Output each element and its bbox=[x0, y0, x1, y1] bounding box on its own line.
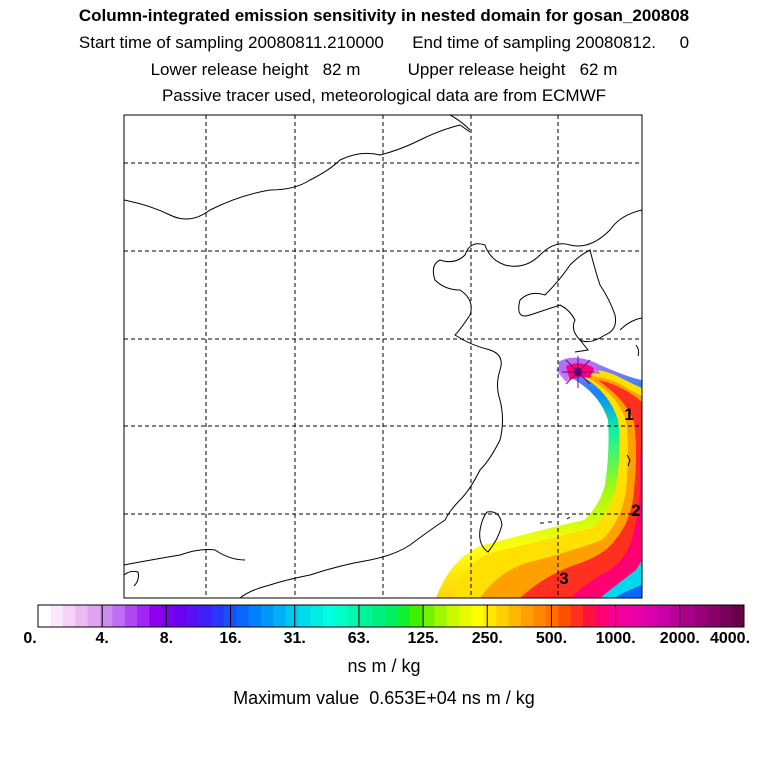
lat-lon-grid bbox=[124, 115, 642, 598]
colorbar-cell bbox=[657, 605, 671, 627]
colorbar-cell bbox=[174, 605, 188, 627]
colorbar-cell bbox=[248, 605, 262, 627]
colorbar-cell bbox=[409, 605, 423, 627]
colorbar-tick-label: 250. bbox=[471, 630, 503, 647]
colorbar-cell bbox=[360, 605, 373, 627]
release-height-line: Lower release height 82 m Upper release … bbox=[150, 60, 618, 79]
colorbar-tick-label: 125. bbox=[407, 630, 439, 647]
colorbar-cell bbox=[533, 605, 547, 627]
colorbar-cells bbox=[38, 605, 745, 627]
colorbar-cell bbox=[632, 605, 646, 627]
colorbar-cell bbox=[582, 605, 596, 627]
day-label-3: 3 bbox=[559, 569, 568, 588]
colorbar-cell bbox=[669, 605, 683, 627]
colorbar-cell bbox=[186, 605, 200, 627]
colorbar-cell bbox=[137, 605, 150, 627]
colorbar-cell bbox=[731, 605, 745, 627]
figure-title: Column-integrated emission sensitivity i… bbox=[78, 6, 690, 25]
colorbar-cell bbox=[99, 605, 113, 627]
release-site-marker bbox=[562, 356, 594, 388]
colorbar-cell bbox=[199, 605, 212, 627]
colorbar-cell bbox=[694, 605, 708, 627]
day-label-2: 2 bbox=[631, 501, 640, 520]
colorbar-cell bbox=[310, 605, 324, 627]
colorbar-cell bbox=[558, 605, 572, 627]
colorbar-units: ns m / kg bbox=[347, 656, 421, 676]
colorbar-tick-label: 31. bbox=[283, 630, 306, 647]
colorbar-cell bbox=[620, 605, 634, 627]
colorbar-cell bbox=[149, 605, 163, 627]
coastlines bbox=[124, 115, 642, 598]
maximum-value-label: Maximum value 0.653E+04 ns m / kg bbox=[233, 688, 535, 708]
colorbar-cell bbox=[273, 605, 287, 627]
colorbar-cell bbox=[508, 605, 522, 627]
colorbar bbox=[37, 604, 745, 628]
tracer-info-line: Passive tracer used, meteorological data… bbox=[161, 86, 607, 105]
colorbar-cell bbox=[434, 605, 448, 627]
colorbar-tick-label: 16. bbox=[219, 630, 242, 647]
colorbar-cell bbox=[397, 605, 411, 627]
colorbar-cell bbox=[682, 605, 695, 627]
colorbar-frame bbox=[37, 604, 745, 628]
colorbar-cell bbox=[607, 605, 621, 627]
colorbar-cell bbox=[384, 605, 398, 627]
colorbar-cell bbox=[285, 605, 299, 627]
colorbar-cell bbox=[570, 605, 584, 627]
colorbar-cell bbox=[75, 605, 89, 627]
colorbar-tick-label: 500. bbox=[535, 630, 568, 647]
colorbar-cell bbox=[471, 605, 485, 627]
sampling-time-line: Start time of sampling 20080811.210000 E… bbox=[78, 33, 690, 52]
colorbar-cell bbox=[335, 605, 349, 627]
colorbar-cell bbox=[322, 605, 336, 627]
colorbar-cell bbox=[38, 605, 51, 627]
colorbar-cell bbox=[496, 605, 510, 627]
colorbar-cell bbox=[545, 605, 559, 627]
day-label-1: 1 bbox=[624, 405, 633, 424]
colorbar-cell bbox=[483, 605, 497, 627]
colorbar-cell bbox=[421, 605, 435, 627]
colorbar-tick-label: 63. bbox=[347, 630, 371, 647]
colorbar-cell bbox=[459, 605, 473, 627]
colorbar-cell bbox=[50, 605, 64, 627]
colorbar-tick-label: 8. bbox=[159, 630, 174, 647]
colorbar-cell bbox=[260, 605, 274, 627]
colorbar-cell bbox=[124, 605, 138, 627]
colorbar-cell bbox=[595, 605, 609, 627]
colorbar-tick-label: 1000. bbox=[595, 630, 636, 647]
colorbar-cell bbox=[347, 605, 361, 627]
colorbar-cell bbox=[706, 605, 720, 627]
colorbar-cell bbox=[236, 605, 250, 627]
colorbar-cell bbox=[719, 605, 733, 627]
colorbar-cell bbox=[372, 605, 386, 627]
colorbar-cell bbox=[298, 605, 311, 627]
colorbar-cell bbox=[87, 605, 101, 627]
colorbar-cell bbox=[62, 605, 76, 627]
colorbar-tick-label: 4000. bbox=[709, 630, 751, 647]
colorbar-cell bbox=[161, 605, 175, 627]
colorbar-cell bbox=[521, 605, 534, 627]
colorbar-cell bbox=[112, 605, 126, 627]
map-frame bbox=[123, 114, 643, 599]
colorbar-cell bbox=[211, 605, 225, 627]
colorbar-cell bbox=[644, 605, 658, 627]
colorbar-tick-label: 4. bbox=[95, 630, 109, 647]
colorbar-tick-label: 0. bbox=[23, 630, 37, 647]
colorbar-cell bbox=[446, 605, 460, 627]
colorbar-tick-label: 2000. bbox=[659, 630, 700, 647]
